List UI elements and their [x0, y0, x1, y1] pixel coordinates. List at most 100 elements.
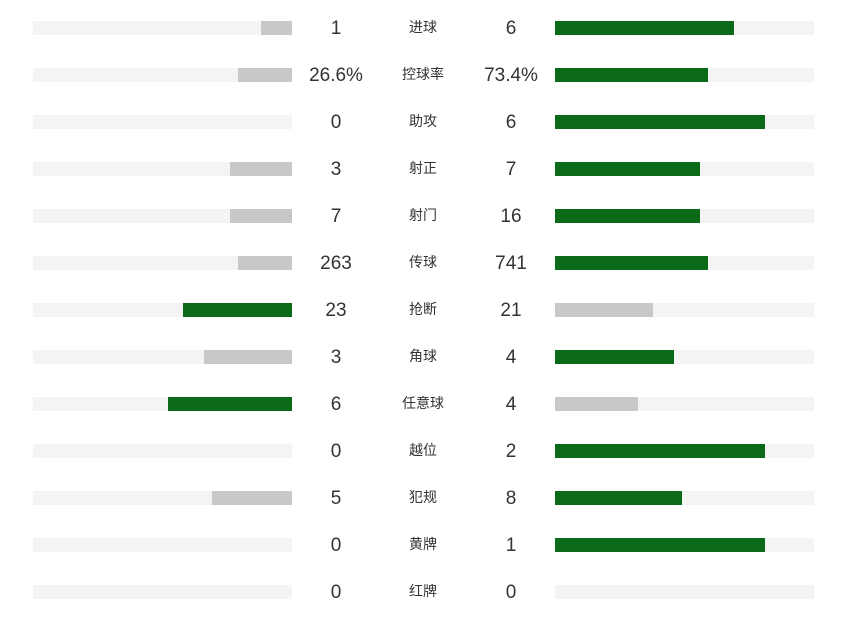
away-stat-bar-track	[555, 68, 814, 82]
away-stat-bar-fill	[555, 21, 734, 35]
home-stat-bar-track	[33, 444, 292, 458]
stat-label: 控球率	[402, 67, 444, 83]
away-stat-value: 6	[505, 112, 517, 133]
stat-label: 任意球	[402, 396, 444, 412]
stat-row: 3 射正 7	[0, 146, 846, 193]
stat-label: 进球	[409, 20, 437, 36]
away-stat-value: 16	[500, 206, 522, 227]
stat-label: 抢断	[409, 302, 437, 318]
away-stat-bar-track	[555, 444, 814, 458]
home-stat-bar-fill	[183, 303, 292, 317]
home-stat-value: 6	[330, 394, 342, 415]
home-stat-bar-fill	[230, 209, 292, 223]
away-stat-bar-fill	[555, 397, 638, 411]
stat-row: 7 射门 16	[0, 193, 846, 240]
stat-row: 0 黄牌 1	[0, 522, 846, 569]
stat-label: 传球	[409, 255, 437, 271]
home-stat-value: 0	[330, 441, 342, 462]
home-stat-bar-fill	[230, 162, 292, 176]
away-stat-bar-fill	[555, 303, 653, 317]
away-stat-bar-fill	[555, 444, 765, 458]
home-stat-value: 263	[320, 253, 352, 274]
home-stat-bar-track	[33, 209, 292, 223]
away-stat-bar-fill	[555, 491, 682, 505]
away-stat-value: 8	[505, 488, 517, 509]
home-stat-bar-fill	[204, 350, 292, 364]
away-stat-bar-fill	[555, 68, 708, 82]
home-stat-value: 23	[325, 300, 347, 321]
home-stat-bar-track	[33, 162, 292, 176]
away-stat-value: 4	[505, 394, 517, 415]
stat-label: 射正	[409, 161, 437, 177]
home-stat-bar-track	[33, 585, 292, 599]
away-stat-value: 1	[505, 535, 517, 556]
home-stat-value: 1	[330, 18, 342, 39]
home-stat-value: 3	[330, 159, 342, 180]
away-stat-bar-track	[555, 350, 814, 364]
home-stat-bar-fill	[168, 397, 292, 411]
away-stat-value: 4	[505, 347, 517, 368]
away-stat-value: 741	[495, 253, 527, 274]
stat-label: 红牌	[409, 584, 437, 600]
home-stat-value: 26.6%	[309, 65, 363, 86]
stat-label: 犯规	[409, 490, 437, 506]
stat-row: 0 红牌 0	[0, 569, 846, 616]
home-stat-bar-track	[33, 397, 292, 411]
home-stat-bar-fill	[238, 68, 292, 82]
stat-label: 黄牌	[409, 537, 437, 553]
stat-row: 5 犯规 8	[0, 475, 846, 522]
stat-label: 助攻	[409, 114, 437, 130]
away-stat-bar-track	[555, 491, 814, 505]
away-stat-bar-fill	[555, 115, 765, 129]
home-stat-bar-track	[33, 350, 292, 364]
home-stat-value: 7	[330, 206, 342, 227]
away-stat-bar-fill	[555, 209, 700, 223]
away-stat-bar-track	[555, 256, 814, 270]
away-stat-bar-fill	[555, 538, 765, 552]
stat-label: 射门	[409, 208, 437, 224]
stat-row: 0 越位 2	[0, 428, 846, 475]
stat-label: 越位	[409, 443, 437, 459]
home-stat-bar-fill	[261, 21, 292, 35]
stat-row: 263 传球 741	[0, 240, 846, 287]
away-stat-bar-track	[555, 397, 814, 411]
away-stat-bar-track	[555, 585, 814, 599]
away-stat-bar-track	[555, 209, 814, 223]
stat-row: 26.6% 控球率 73.4%	[0, 52, 846, 99]
stat-row: 1 进球 6	[0, 5, 846, 52]
away-stat-value: 2	[505, 441, 517, 462]
home-stat-value: 0	[330, 582, 342, 603]
home-stat-value: 0	[330, 535, 342, 556]
away-stat-value: 0	[505, 582, 517, 603]
home-stat-bar-track	[33, 115, 292, 129]
away-stat-bar-track	[555, 162, 814, 176]
home-stat-bar-fill	[212, 491, 292, 505]
home-stat-bar-track	[33, 491, 292, 505]
home-stat-value: 0	[330, 112, 342, 133]
stat-row: 0 助攻 6	[0, 99, 846, 146]
away-stat-bar-track	[555, 303, 814, 317]
away-stat-value: 21	[500, 300, 522, 321]
home-stat-bar-track	[33, 256, 292, 270]
away-stat-bar-fill	[555, 350, 674, 364]
away-stat-bar-track	[555, 538, 814, 552]
stat-label: 角球	[409, 349, 437, 365]
away-stat-bar-track	[555, 21, 814, 35]
away-stat-bar-track	[555, 115, 814, 129]
away-stat-value: 7	[505, 159, 517, 180]
stat-row: 23 抢断 21	[0, 287, 846, 334]
home-stat-bar-track	[33, 21, 292, 35]
stat-row: 6 任意球 4	[0, 381, 846, 428]
home-stat-bar-track	[33, 303, 292, 317]
home-stat-value: 5	[330, 488, 342, 509]
home-stat-bar-track	[33, 538, 292, 552]
home-stat-bar-track	[33, 68, 292, 82]
home-stat-value: 3	[330, 347, 342, 368]
away-stat-bar-fill	[555, 256, 708, 270]
away-stat-bar-fill	[555, 162, 700, 176]
away-stat-value: 6	[505, 18, 517, 39]
home-stat-bar-fill	[238, 256, 292, 270]
stat-row: 3 角球 4	[0, 334, 846, 381]
away-stat-value: 73.4%	[484, 65, 538, 86]
